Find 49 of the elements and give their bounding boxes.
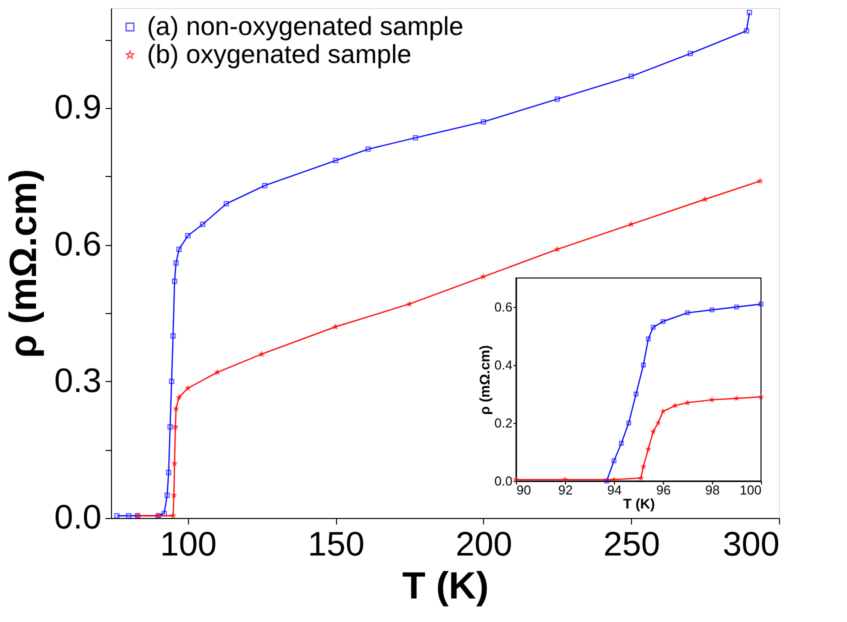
point xyxy=(170,333,176,338)
point xyxy=(224,201,229,206)
point xyxy=(366,146,371,152)
point xyxy=(200,222,206,227)
y-tick-label: 0.2 xyxy=(494,416,512,430)
x-tick-label: 100 xyxy=(160,526,217,564)
legend-label: (a) non-oxygenated sample xyxy=(147,11,464,41)
y-axis-title: ρ (mΩ.cm) xyxy=(3,168,46,358)
legend-label: (b) oxygenated sample xyxy=(147,39,412,69)
y-tick-label: 0.9 xyxy=(54,88,102,127)
point xyxy=(162,510,167,516)
x-axis-title: T (K) xyxy=(623,496,655,512)
y-tick-label: 0.4 xyxy=(494,358,512,372)
x-tick-label: 100 xyxy=(740,482,762,498)
point xyxy=(554,96,560,102)
point xyxy=(688,50,693,56)
point xyxy=(262,182,268,188)
point xyxy=(333,158,338,164)
point xyxy=(412,135,418,140)
point xyxy=(176,246,182,252)
point xyxy=(480,119,486,124)
point xyxy=(744,28,750,34)
point xyxy=(167,424,173,430)
y-tick-label: 0.6 xyxy=(494,300,512,314)
point xyxy=(166,470,172,476)
point xyxy=(172,278,178,284)
point xyxy=(628,74,634,79)
x-tick-label: 96 xyxy=(656,482,671,498)
x-tick-label: 300 xyxy=(722,526,780,564)
point xyxy=(173,260,179,266)
point xyxy=(126,513,132,518)
y-tick-label: 0.0 xyxy=(494,474,512,488)
y-axis-title: ρ (mΩ.cm) xyxy=(476,345,492,415)
x-tick-label: 150 xyxy=(308,526,365,564)
x-tick-label: 250 xyxy=(603,526,660,564)
x-tick-label: 98 xyxy=(705,482,720,498)
point xyxy=(168,378,174,384)
point xyxy=(746,10,752,16)
x-tick-label: 92 xyxy=(558,482,573,498)
x-tick-label: 200 xyxy=(456,526,512,564)
y-tick-label: 0.3 xyxy=(54,362,102,400)
y-tick-label: 0.0 xyxy=(54,498,102,536)
point xyxy=(114,513,120,518)
y-tick-label: 0.6 xyxy=(54,225,102,264)
point xyxy=(185,233,190,238)
point xyxy=(164,492,170,498)
x-axis-title: T (K) xyxy=(402,566,489,608)
x-tick-label: 90 xyxy=(516,482,531,498)
x-tick-label: 94 xyxy=(607,482,622,498)
